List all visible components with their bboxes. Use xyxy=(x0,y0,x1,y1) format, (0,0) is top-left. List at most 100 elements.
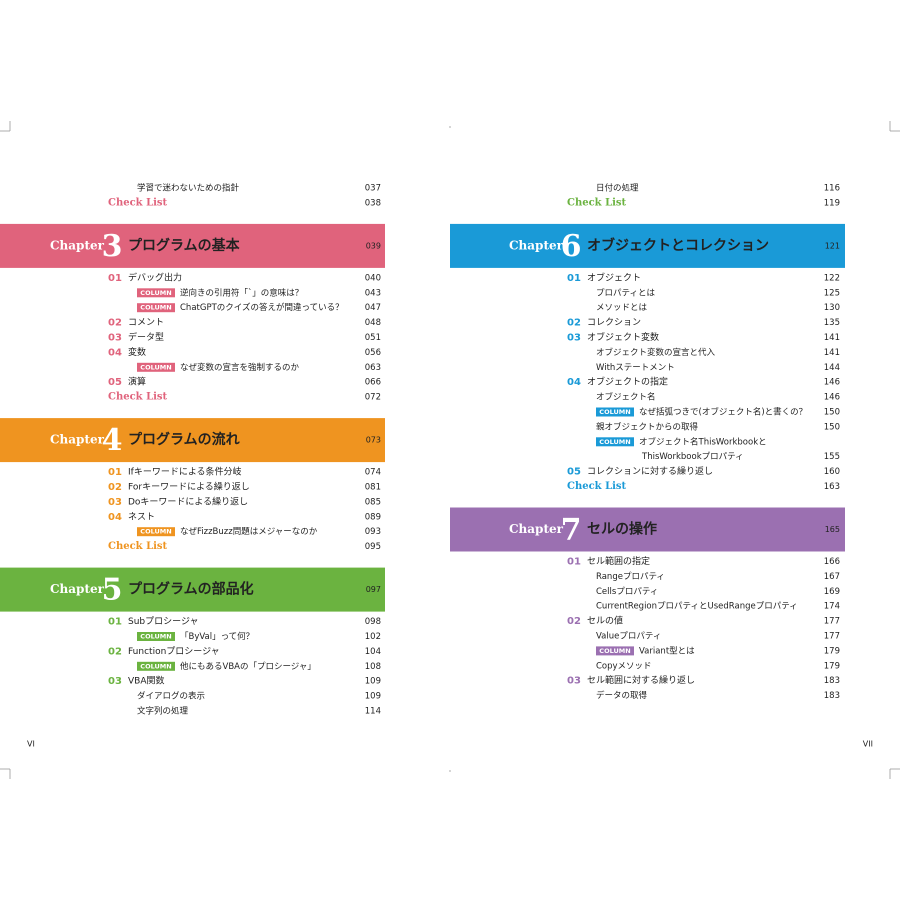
section-title: Forキーワードによる繰り返し xyxy=(128,481,250,493)
page-number: 102 xyxy=(365,632,381,642)
page-number: 047 xyxy=(365,303,381,313)
subsection-title: 親オブジェクトからの取得 xyxy=(596,421,699,432)
chapter-number: 3 xyxy=(102,229,123,264)
subsection-title: Copyメソッド xyxy=(596,661,652,671)
section-number: 01 xyxy=(567,557,581,568)
subsection-title: メソッドとは xyxy=(596,303,648,313)
chapter-page: 073 xyxy=(366,436,381,445)
page-number: 109 xyxy=(365,677,381,687)
page-number: 098 xyxy=(365,617,381,627)
chapter-band xyxy=(0,567,385,612)
page-number: 177 xyxy=(824,617,840,627)
section-title: 演算 xyxy=(128,376,146,388)
page-number: 066 xyxy=(365,378,381,388)
section-title: オブジェクト変数 xyxy=(587,331,659,343)
chapter-label: Chapter xyxy=(509,522,564,536)
chapter-number: 5 xyxy=(102,573,123,608)
section-number: 03 xyxy=(108,333,122,344)
section-number: 01 xyxy=(108,617,122,628)
section-number: 05 xyxy=(567,467,581,478)
column-tag-bg xyxy=(137,527,175,537)
chapter-band xyxy=(0,418,385,463)
section-number: 01 xyxy=(108,467,122,478)
section-title: Subプロシージャ xyxy=(128,616,199,627)
page-number: 037 xyxy=(365,184,381,194)
page-number: 155 xyxy=(824,452,840,462)
column-tag-bg xyxy=(137,362,175,372)
page-number: 089 xyxy=(365,512,381,522)
folio: VI xyxy=(27,740,35,749)
column-tag: COLUMN xyxy=(599,408,630,416)
page-number: 174 xyxy=(824,602,840,612)
subsection-title: プロパティとは xyxy=(596,288,655,298)
column-tag-bg xyxy=(596,646,634,656)
chapter-title: セルの操作 xyxy=(587,521,657,538)
chapter-title: オブジェクトとコレクション xyxy=(587,237,769,254)
subsection-title: CurrentRegionプロパティとUsedRangeプロパティ xyxy=(596,602,798,612)
column-tag-bg xyxy=(137,303,175,313)
page-number: 146 xyxy=(824,393,840,403)
section-title: オブジェクト xyxy=(587,271,641,283)
page-number: 141 xyxy=(824,333,840,343)
section-title: セルの値 xyxy=(587,615,623,627)
section-title: オブジェクトの指定 xyxy=(587,376,668,388)
section-number: 01 xyxy=(108,273,122,284)
chapter-label: Chapter xyxy=(50,582,105,596)
column-tag: COLUMN xyxy=(140,662,171,670)
subsection-title: Cellsプロパティ xyxy=(596,587,658,597)
page-number: 040 xyxy=(365,273,381,283)
section-title: データ型 xyxy=(128,331,164,343)
page-number: 135 xyxy=(824,318,840,328)
section-title: セル範囲に対する繰り返し xyxy=(587,674,695,686)
page-number: 160 xyxy=(824,467,840,477)
section-title: VBA関数 xyxy=(128,675,165,687)
chapter-band xyxy=(0,223,385,268)
section-title: コメント xyxy=(128,318,164,328)
column-title: オブジェクト名ThisWorkbookと xyxy=(639,436,767,447)
page-number: 095 xyxy=(365,542,381,552)
subsection-title: オブジェクト変数の宣言と代入 xyxy=(596,347,716,358)
column-title: 他にもあるVBAの「プロシージャ」 xyxy=(180,661,316,672)
page-number: 093 xyxy=(365,527,381,537)
subsection-title: オブジェクト名 xyxy=(596,392,656,403)
page-number: 163 xyxy=(824,482,840,492)
chapter-label: Chapter xyxy=(50,433,105,447)
section-title: 変数 xyxy=(128,346,146,358)
section-title: コレクション xyxy=(587,317,641,328)
subsection-title: 日付の処理 xyxy=(596,183,639,194)
column-title: なぜ変数の宣言を強制するのか xyxy=(180,362,300,373)
column-title: なぜFizzBuzz問題はメジャーなのか xyxy=(180,527,318,537)
page-number: 119 xyxy=(824,198,840,208)
page-number: 150 xyxy=(824,408,840,418)
section-title: Functionプロシージャ xyxy=(128,646,220,657)
section-number: 02 xyxy=(108,646,122,657)
chapter-number: 6 xyxy=(561,229,582,264)
section-title: デバッグ出力 xyxy=(128,271,182,283)
column-tag-bg xyxy=(137,288,175,298)
page-number: 116 xyxy=(824,184,840,194)
page-number: 122 xyxy=(824,273,840,283)
chapter-band xyxy=(450,507,845,552)
subsection-title: 文字列の処理 xyxy=(137,706,189,717)
section-number: 04 xyxy=(567,377,581,388)
page-number: 179 xyxy=(824,661,840,671)
page-number: 056 xyxy=(365,348,381,358)
chapter-number: 7 xyxy=(561,513,582,548)
section-number: 04 xyxy=(108,512,122,523)
section-number: 03 xyxy=(108,497,122,508)
check-list: Check List xyxy=(108,392,168,403)
section-number: 05 xyxy=(108,377,122,388)
page-number: 144 xyxy=(824,363,840,373)
page-number: 179 xyxy=(824,646,840,656)
chapter-label: Chapter xyxy=(50,238,105,252)
page-number: 063 xyxy=(365,363,381,373)
column-tag: COLUMN xyxy=(140,304,171,312)
column-tag: COLUMN xyxy=(599,647,630,655)
column-tag: COLUMN xyxy=(140,528,171,536)
section-title: ネスト xyxy=(128,511,155,522)
section-number: 01 xyxy=(567,273,581,284)
crop-marks xyxy=(0,121,900,779)
page-number: 085 xyxy=(365,497,381,507)
folio: VII xyxy=(863,740,873,749)
column-title: Variant型とは xyxy=(639,646,695,656)
